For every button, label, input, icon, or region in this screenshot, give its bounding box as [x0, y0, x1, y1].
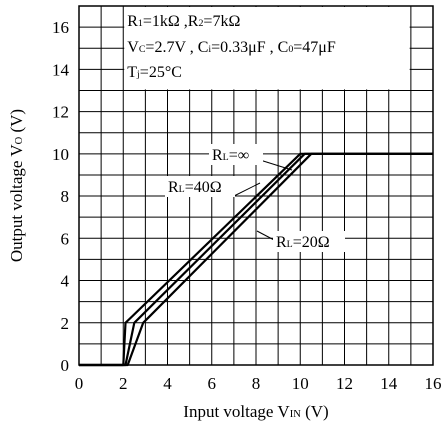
series-label-leader-2: [233, 182, 261, 197]
series-label-bg-3: [273, 231, 345, 252]
condition-line-3: Tj=25°C: [127, 64, 182, 81]
y-tick-labels: 0 2 4 6 8 10 12 14 16: [52, 18, 70, 375]
y-tick-label: 4: [61, 272, 70, 291]
x-tick-label: 14: [380, 374, 398, 393]
y-tick-label: 10: [52, 145, 69, 164]
series-label-leader-1: [259, 159, 293, 171]
conditions-box: [124, 7, 410, 90]
x-tick-label: 16: [425, 374, 442, 393]
x-axis-title: Input voltage VIN (V): [183, 402, 328, 421]
y-axis-title: Output voltage VO (V): [7, 109, 26, 262]
series-label-3: RL=20Ω: [276, 234, 330, 251]
x-tick-label: 10: [292, 374, 309, 393]
condition-line-2: VC=2.7V , Ci=0.33μF , C0=47μF: [127, 39, 336, 56]
y-tick-label: 16: [52, 18, 69, 37]
x-tick-label: 4: [163, 374, 172, 393]
y-tick-label: 2: [61, 314, 70, 333]
condition-line-1: R1=1kΩ ,R2=7kΩ: [127, 13, 240, 30]
y-tick-label: 14: [52, 60, 70, 79]
y-tick-label: 8: [61, 187, 70, 206]
x-tick-label: 6: [208, 374, 217, 393]
conditions-annotation: R1=1kΩ ,R2=7kΩ VC=2.7V , Ci=0.33μF , C0=4…: [127, 13, 336, 81]
series-label-1: RL=∞: [212, 147, 249, 164]
series-labels: RL=∞ RL=40Ω RL=20Ω: [165, 144, 345, 252]
series-label-2: RL=40Ω: [168, 179, 222, 196]
x-tick-label: 8: [252, 374, 261, 393]
x-tick-label: 12: [336, 374, 353, 393]
plot-frame: [78, 5, 434, 366]
x-tick-label: 2: [119, 374, 128, 393]
series-label-leader-3: [256, 230, 277, 242]
series-label-bg-1: [209, 144, 263, 165]
y-tick-label: 6: [61, 229, 70, 248]
y-tick-label: 12: [52, 103, 69, 122]
x-tick-label: 0: [75, 374, 84, 393]
y-tick-label: 0: [61, 356, 70, 375]
series-label-bg-2: [165, 176, 235, 197]
x-tick-labels: 0 2 4 6 8 10 12 14 16: [75, 374, 442, 393]
